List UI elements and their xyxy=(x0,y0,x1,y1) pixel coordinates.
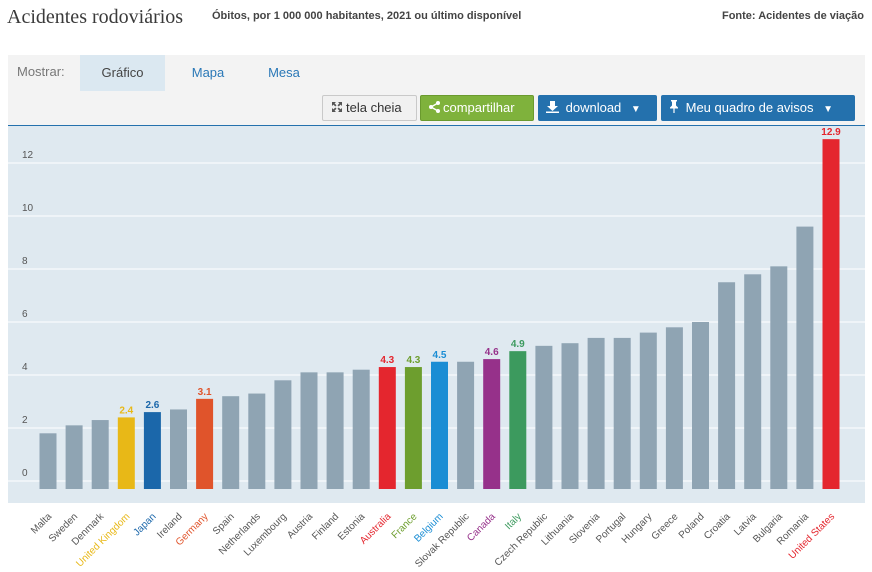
bar xyxy=(822,139,840,489)
data-label: 3.1 xyxy=(198,387,212,398)
bar xyxy=(692,322,709,489)
bar xyxy=(326,372,344,489)
bar xyxy=(561,343,579,489)
page-subtitle: Óbitos, por 1 000 000 habitantes, 2021 o… xyxy=(212,10,522,22)
y-tick-label: 6 xyxy=(22,309,28,320)
data-label: 4.9 xyxy=(511,339,525,350)
dashboard-button[interactable]: Meu quadro de avisos ▼ xyxy=(661,95,855,121)
download-button[interactable]: download ▼ xyxy=(538,95,657,121)
data-label: 4.3 xyxy=(380,355,394,366)
x-tick-label: Italy xyxy=(503,511,524,532)
y-tick-label: 0 xyxy=(22,468,28,479)
dashboard-label: Meu quadro de avisos xyxy=(685,100,814,115)
bar xyxy=(143,412,161,489)
bar xyxy=(352,369,370,489)
pin-icon xyxy=(669,95,679,121)
bar xyxy=(196,398,214,489)
x-tick-label: Croatia xyxy=(702,511,733,542)
header: Acidentes rodoviários Óbitos, por 1 000 … xyxy=(0,0,872,40)
bar xyxy=(91,420,109,489)
page-title: Acidentes rodoviários xyxy=(7,6,184,28)
y-tick-label: 10 xyxy=(22,203,34,214)
data-label: 2.4 xyxy=(119,405,133,416)
x-tick-label: Poland xyxy=(677,511,707,541)
bar xyxy=(535,345,553,489)
x-tick-label: Greece xyxy=(650,511,681,542)
x-tick-label: Canada xyxy=(465,511,498,544)
y-tick-label: 12 xyxy=(22,150,34,161)
toolbar-panel: Mostrar: Gráfico Mapa Mesa tela cheia co… xyxy=(8,55,865,125)
bar xyxy=(300,372,318,489)
bar xyxy=(378,367,396,489)
share-icon xyxy=(429,96,440,120)
x-tick-label: Finland xyxy=(310,511,341,542)
y-tick-label: 2 xyxy=(22,415,28,426)
bar xyxy=(770,266,788,489)
bar xyxy=(744,274,762,489)
chart-area: 0 2 4 6 8 10 12 Malta Sweden Denmark 2.4 United Kin… xyxy=(8,125,865,572)
bar xyxy=(483,359,501,489)
caret-down-icon: ▼ xyxy=(630,104,641,115)
tab-map[interactable]: Mapa xyxy=(191,65,225,80)
y-tick-label: 8 xyxy=(22,256,28,267)
tab-table[interactable]: Mesa xyxy=(268,65,300,80)
download-label: download xyxy=(565,100,622,115)
caret-down-icon: ▼ xyxy=(823,104,834,115)
data-label: 4.3 xyxy=(406,355,420,366)
data-label: 12.9 xyxy=(821,127,841,138)
bar xyxy=(718,282,736,489)
bar xyxy=(39,433,57,489)
bar xyxy=(665,327,683,489)
data-label: 4.5 xyxy=(433,350,447,361)
share-label: compartilhar xyxy=(443,100,515,115)
tab-chart[interactable]: Gráfico xyxy=(80,55,165,91)
expand-icon xyxy=(331,96,343,120)
y-tick-label: 4 xyxy=(22,362,28,373)
share-button[interactable]: compartilhar xyxy=(420,95,534,121)
bar xyxy=(248,393,266,489)
bar xyxy=(117,417,135,489)
x-tick-label: Japan xyxy=(131,511,158,538)
data-label: 2.6 xyxy=(145,400,159,411)
download-icon xyxy=(546,95,559,121)
bar xyxy=(509,351,527,489)
bar xyxy=(170,409,187,489)
fullscreen-button[interactable]: tela cheia xyxy=(322,95,417,121)
bar xyxy=(613,337,631,489)
bar xyxy=(796,226,814,489)
bar xyxy=(431,361,448,489)
data-label: 4.6 xyxy=(485,347,499,358)
bar xyxy=(222,396,240,489)
bar xyxy=(457,361,475,489)
bar xyxy=(65,425,83,489)
bar xyxy=(639,332,657,489)
bar xyxy=(274,380,292,489)
bar xyxy=(404,367,422,489)
fullscreen-label: tela cheia xyxy=(346,100,402,115)
bar xyxy=(587,337,605,489)
source-link[interactable]: Fonte: Acidentes de viação xyxy=(721,10,864,22)
show-label: Mostrar: xyxy=(17,64,65,79)
